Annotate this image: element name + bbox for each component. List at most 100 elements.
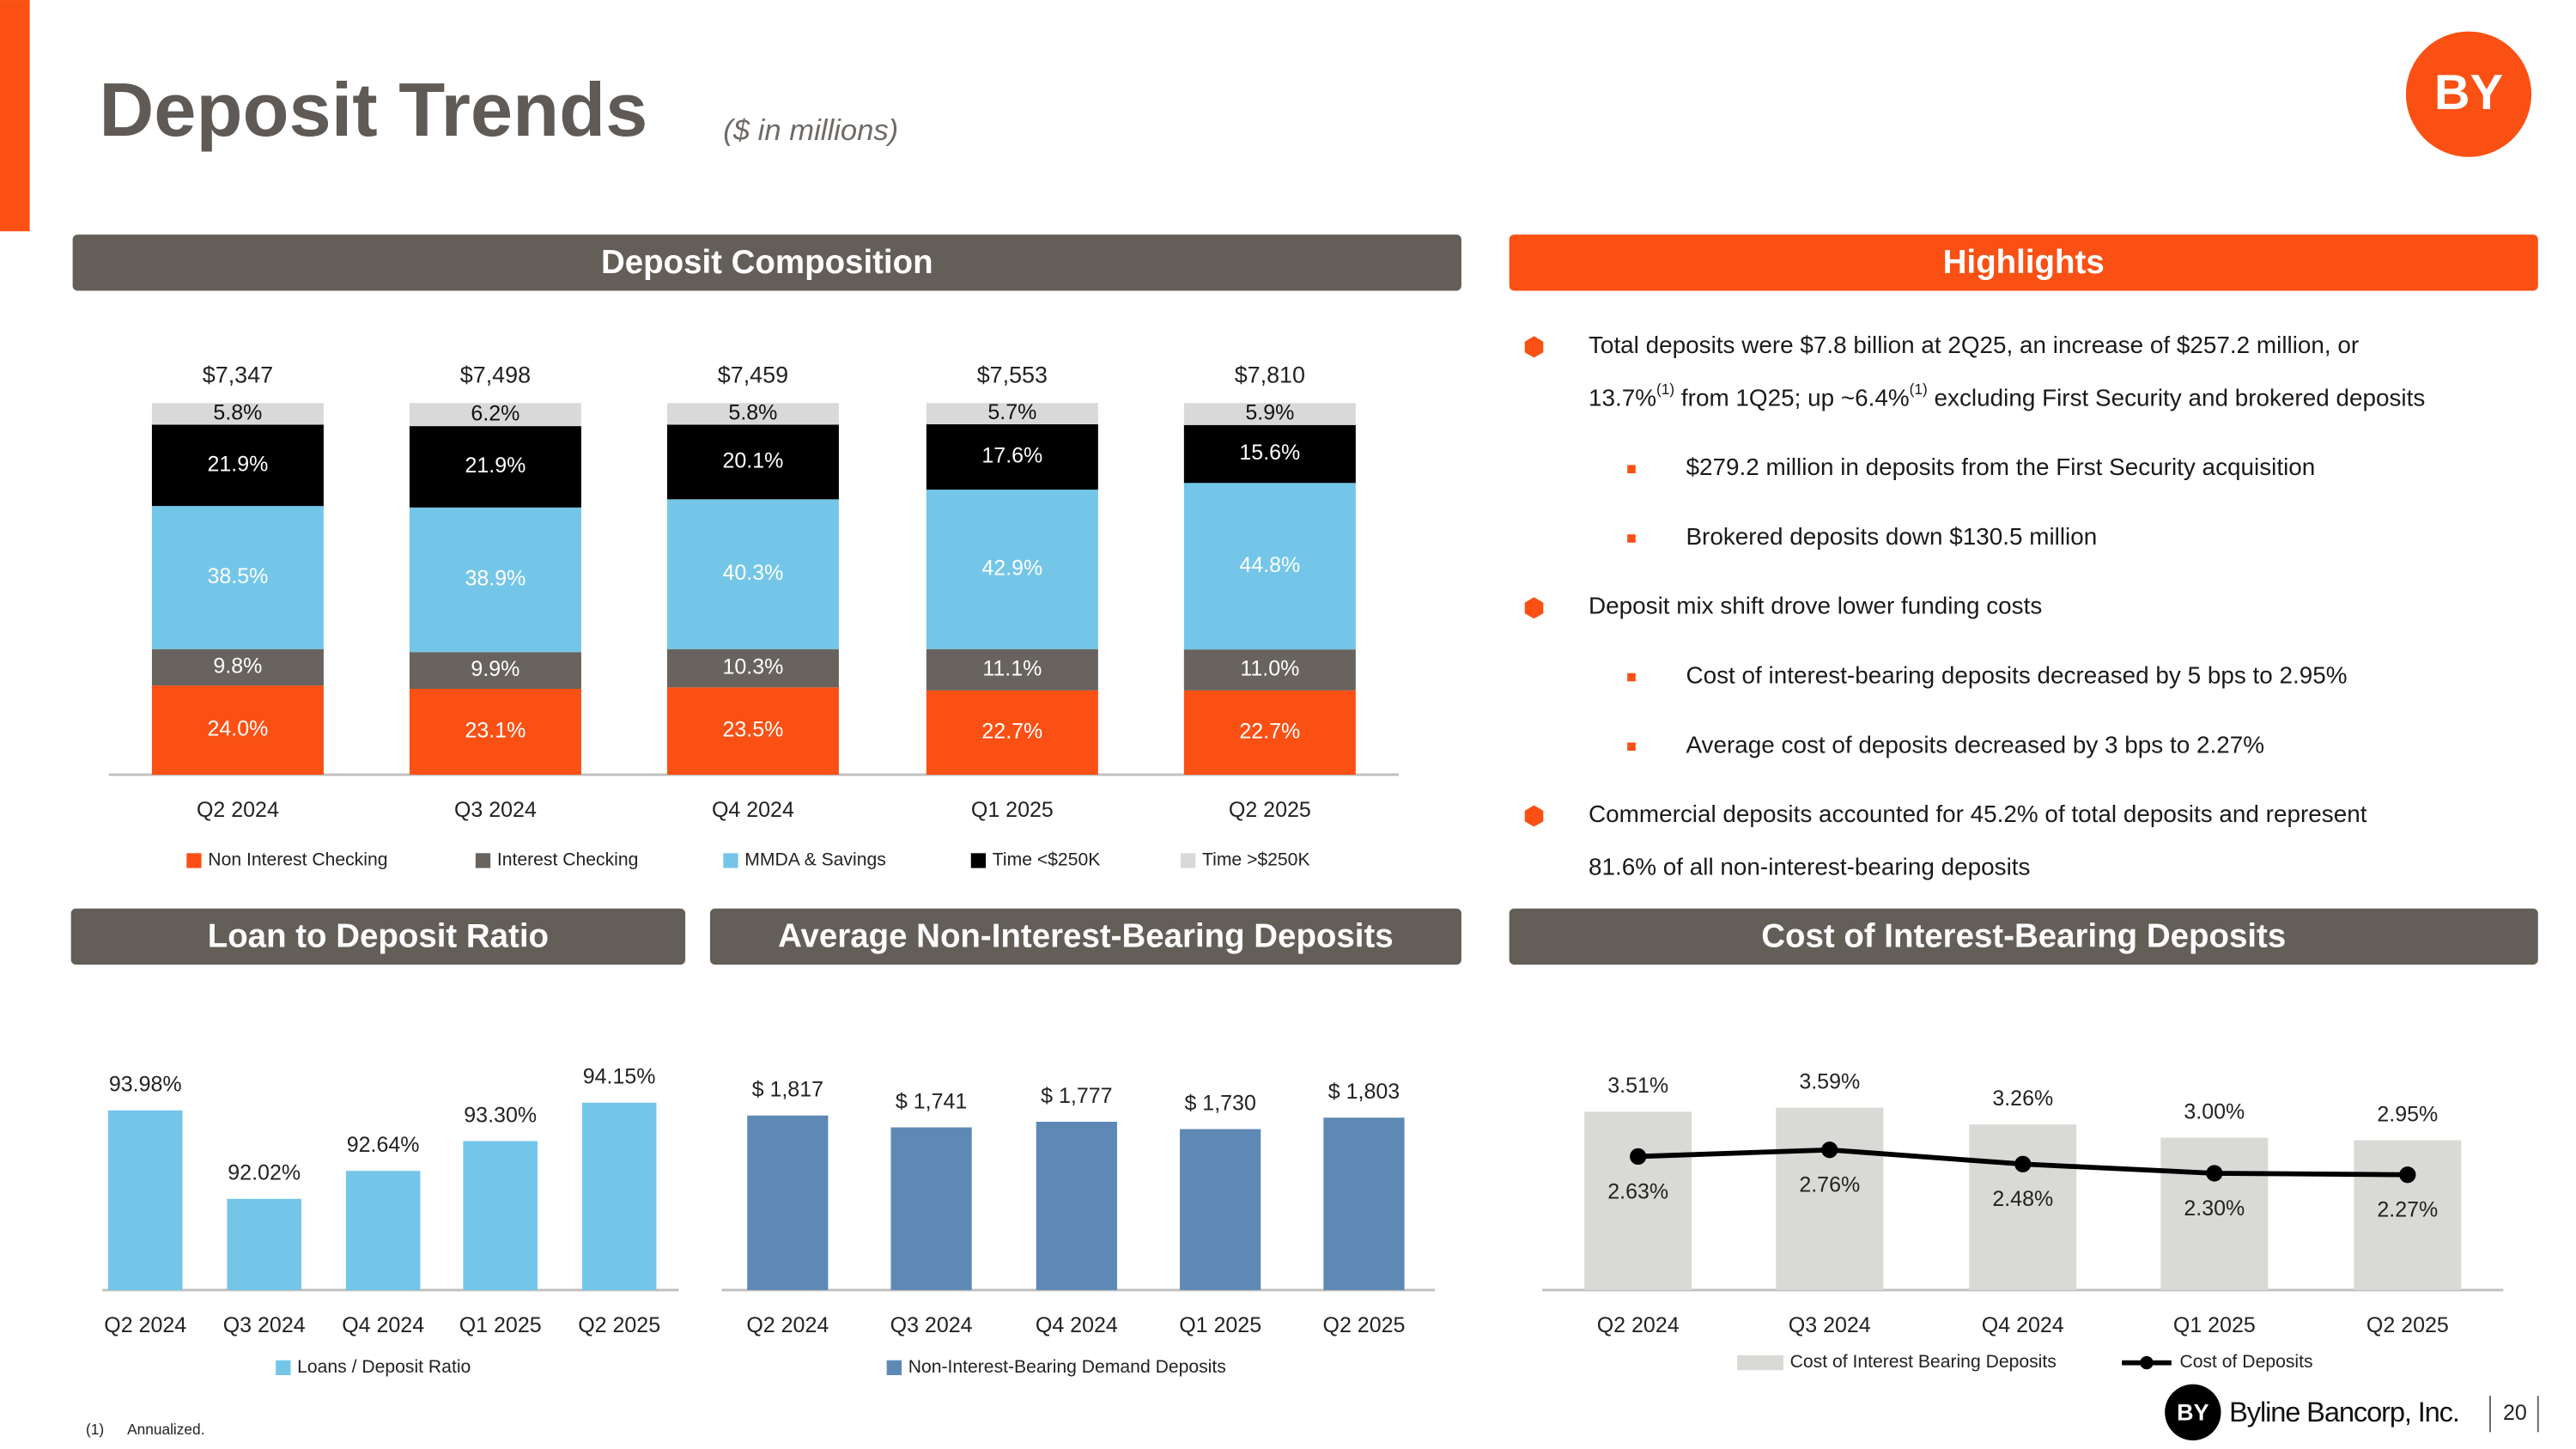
text-run: Deposit mix shift drove lower funding co… — [1589, 593, 2042, 619]
total-label: $7,347 — [203, 362, 273, 388]
section-header — [70, 908, 686, 965]
sub-bullet — [1627, 534, 1636, 543]
page-number: 20 — [2503, 1401, 2527, 1425]
legend-label: Non Interest Checking — [208, 850, 387, 870]
x-tick-label: Q1 2025 — [459, 1313, 542, 1337]
x-tick-label: Q4 2024 — [342, 1313, 424, 1337]
legend-swatch — [1181, 853, 1196, 868]
slide-subtitle: ($ in millions) — [723, 114, 898, 147]
data-label: 3.51% — [1607, 1074, 1668, 1098]
sub-bullet — [1627, 465, 1636, 473]
data-label: 5.9% — [1245, 401, 1294, 425]
data-label: 22.7% — [1239, 719, 1300, 743]
total-label: $7,553 — [977, 362, 1048, 388]
bar-segment — [151, 403, 324, 425]
bar — [1180, 1129, 1261, 1290]
x-tick-label: Q2 2024 — [746, 1313, 829, 1337]
bar — [890, 1127, 972, 1290]
text-run: excluding First Security and brokered de… — [1928, 385, 2425, 411]
bar-segment — [409, 507, 581, 653]
bar-segment — [926, 648, 1098, 691]
text-run: 81.6% of all non-interest-bearing deposi… — [1589, 854, 2030, 880]
bar-segment — [1183, 483, 1356, 650]
data-label: 17.6% — [981, 444, 1042, 468]
superscript: (1) — [1656, 380, 1674, 397]
text-run: Cost of interest-bearing deposits decrea… — [1686, 662, 2347, 689]
data-label: 2.76% — [1799, 1173, 1860, 1197]
data-label: $ 1,803 — [1328, 1080, 1400, 1104]
bar-segment — [666, 424, 839, 500]
data-label: 23.1% — [465, 719, 526, 743]
bar-segment — [926, 690, 1098, 775]
highlight-text: $279.2 million in deposits from the Firs… — [1686, 454, 2315, 481]
data-label: 9.9% — [471, 657, 519, 681]
data-label: 38.5% — [207, 564, 268, 588]
accent-bar — [0, 0, 30, 232]
bar — [463, 1141, 538, 1290]
section-title: Cost of Interest-Bearing Deposits — [1761, 918, 2286, 955]
bar-segment — [1183, 649, 1356, 691]
data-label: $ 1,817 — [752, 1077, 823, 1101]
data-label: 3.00% — [2184, 1099, 2245, 1123]
section-header — [709, 908, 1461, 965]
data-label: 94.15% — [583, 1065, 656, 1089]
footer-logo-text: BY — [2177, 1399, 2208, 1425]
line-marker — [2014, 1155, 2032, 1172]
line-marker — [2206, 1165, 2223, 1182]
data-label: 44.8% — [1239, 553, 1300, 577]
data-label: 11.1% — [982, 656, 1042, 680]
section-title: Loan to Deposit Ratio — [208, 918, 549, 955]
highlight-text: Cost of interest-bearing deposits decrea… — [1686, 662, 2347, 689]
x-tick-label: Q2 2025 — [1229, 798, 1311, 822]
bullet — [1524, 805, 1544, 827]
legend-label: Loans / Deposit Ratio — [297, 1357, 471, 1377]
total-label: $7,810 — [1235, 362, 1305, 388]
highlight-text: Commercial deposits accounted for 45.2% … — [1589, 801, 2367, 827]
data-label: 93.98% — [109, 1073, 182, 1097]
legend-swatch — [886, 1360, 902, 1375]
data-label: 10.3% — [722, 655, 783, 679]
x-tick-label: Q2 2025 — [1323, 1313, 1406, 1337]
bar-segment — [151, 648, 324, 686]
data-label: 5.7% — [987, 400, 1036, 424]
footer-logo — [2165, 1384, 2221, 1440]
data-label: 23.5% — [722, 718, 783, 742]
highlight-text: 13.7%(1) from 1Q25; up ~6.4%(1) excludin… — [1589, 380, 2425, 411]
data-label: 5.8% — [213, 400, 262, 424]
bar-segment — [926, 403, 1098, 424]
bar — [1584, 1111, 1692, 1290]
data-label: 22.7% — [981, 719, 1042, 743]
total-label: $7,459 — [718, 362, 788, 388]
bar — [2160, 1137, 2269, 1290]
legend-marker — [2140, 1355, 2154, 1370]
bar — [2354, 1140, 2462, 1290]
legend-swatch — [276, 1360, 291, 1375]
highlight-text: Brokered deposits down $130.5 million — [1686, 523, 2097, 550]
bullet — [1524, 336, 1544, 358]
data-label: 2.95% — [2377, 1102, 2438, 1126]
logo-text: BY — [2434, 65, 2503, 120]
section-header — [1509, 908, 2538, 965]
data-label: 2.48% — [1992, 1187, 2053, 1211]
legend-swatch — [475, 853, 491, 868]
bar-segment — [666, 648, 839, 688]
bar-segment — [666, 687, 839, 775]
data-label: 3.26% — [1992, 1087, 2053, 1111]
x-tick-label: Q3 2024 — [454, 798, 537, 822]
legend-swatch — [970, 853, 987, 868]
x-tick-label: Q2 2024 — [104, 1313, 186, 1337]
data-label: 15.6% — [1239, 441, 1300, 465]
x-tick-label: Q2 2025 — [578, 1313, 660, 1337]
x-tick-label: Q4 2024 — [1982, 1313, 2064, 1337]
legend-label: Time >$250K — [1202, 850, 1310, 870]
bar-segment — [1183, 690, 1356, 775]
slide-title: Deposit Trends — [99, 67, 647, 152]
footnote-marker: (1) — [86, 1421, 104, 1438]
x-tick-label: Q4 2024 — [712, 798, 794, 822]
bar-segment — [409, 652, 581, 690]
bar-segment — [926, 490, 1098, 649]
x-tick-label: Q1 2025 — [971, 798, 1054, 822]
superscript: (1) — [1910, 380, 1928, 397]
bar-segment — [1183, 403, 1356, 425]
x-tick-label: Q3 2024 — [223, 1313, 306, 1337]
